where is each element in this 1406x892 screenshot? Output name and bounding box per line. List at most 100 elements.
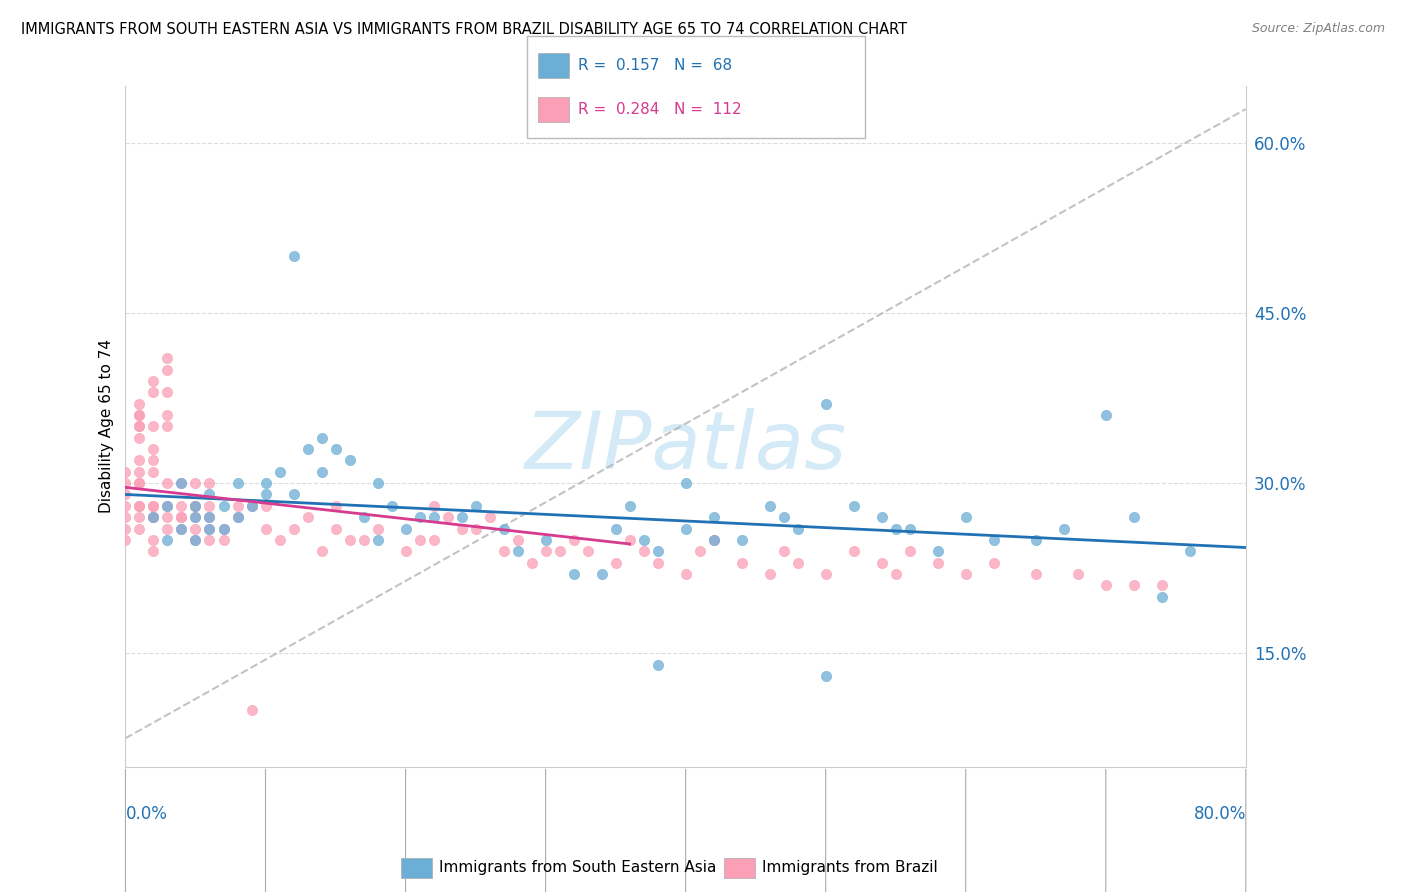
Point xyxy=(114,465,136,479)
Point xyxy=(297,442,319,457)
Point xyxy=(562,533,585,547)
Point xyxy=(576,544,599,558)
Point xyxy=(184,533,207,547)
Point xyxy=(506,533,529,547)
Point xyxy=(156,408,179,422)
Text: R =  0.157   N =  68: R = 0.157 N = 68 xyxy=(578,58,733,72)
Point xyxy=(254,476,277,491)
Point xyxy=(1122,578,1144,592)
Point xyxy=(184,476,207,491)
Point xyxy=(114,510,136,524)
Point xyxy=(128,419,150,434)
Point xyxy=(367,476,389,491)
Point xyxy=(1122,510,1144,524)
Point xyxy=(128,510,150,524)
Text: 0.0%: 0.0% xyxy=(125,805,167,823)
Point xyxy=(254,522,277,536)
Point xyxy=(633,533,655,547)
Point xyxy=(380,499,402,513)
Point xyxy=(870,556,893,570)
Point xyxy=(212,499,235,513)
Point xyxy=(325,442,347,457)
Point xyxy=(226,499,249,513)
Point xyxy=(156,510,179,524)
Point xyxy=(353,510,375,524)
Point xyxy=(436,510,458,524)
Point xyxy=(128,453,150,467)
Point xyxy=(884,522,907,536)
Point xyxy=(142,499,165,513)
Point xyxy=(212,522,235,536)
Point xyxy=(128,499,150,513)
Point xyxy=(353,533,375,547)
Point xyxy=(983,556,1005,570)
Text: 80.0%: 80.0% xyxy=(1194,805,1246,823)
Text: R =  0.284   N =  112: R = 0.284 N = 112 xyxy=(578,103,741,117)
Point xyxy=(703,533,725,547)
Text: Immigrants from Brazil: Immigrants from Brazil xyxy=(762,861,938,875)
Point xyxy=(198,522,221,536)
Point xyxy=(142,419,165,434)
Text: ZIPatlas: ZIPatlas xyxy=(524,408,846,486)
Point xyxy=(184,522,207,536)
Text: Immigrants from South Eastern Asia: Immigrants from South Eastern Asia xyxy=(439,861,716,875)
Point xyxy=(772,510,794,524)
Point xyxy=(142,510,165,524)
Point xyxy=(786,556,808,570)
Point xyxy=(142,533,165,547)
Point xyxy=(142,453,165,467)
Point xyxy=(1150,578,1173,592)
Point xyxy=(689,544,711,558)
Point xyxy=(184,510,207,524)
Point xyxy=(492,522,515,536)
Point xyxy=(927,556,949,570)
Point xyxy=(367,522,389,536)
Point xyxy=(283,249,305,263)
Point xyxy=(675,566,697,581)
Point xyxy=(1025,533,1047,547)
Point xyxy=(591,566,613,581)
Point xyxy=(142,544,165,558)
Point xyxy=(605,556,627,570)
Point xyxy=(128,465,150,479)
Point xyxy=(647,657,669,672)
Text: IMMIGRANTS FROM SOUTH EASTERN ASIA VS IMMIGRANTS FROM BRAZIL DISABILITY AGE 65 T: IMMIGRANTS FROM SOUTH EASTERN ASIA VS IM… xyxy=(21,22,907,37)
Point xyxy=(198,510,221,524)
Point xyxy=(240,499,263,513)
Point xyxy=(114,476,136,491)
Point xyxy=(269,533,291,547)
Point xyxy=(283,487,305,501)
Point xyxy=(1025,566,1047,581)
Point xyxy=(450,510,472,524)
Point xyxy=(786,522,808,536)
Point xyxy=(408,510,430,524)
Point xyxy=(758,499,780,513)
Point xyxy=(170,522,193,536)
Point xyxy=(156,385,179,400)
Point xyxy=(450,522,472,536)
Point xyxy=(142,510,165,524)
Point xyxy=(254,499,277,513)
Point xyxy=(464,499,486,513)
Point xyxy=(1067,566,1090,581)
Point xyxy=(170,522,193,536)
Point xyxy=(114,533,136,547)
Point xyxy=(156,499,179,513)
Point xyxy=(367,533,389,547)
Point xyxy=(226,510,249,524)
Point xyxy=(422,510,444,524)
Point xyxy=(170,510,193,524)
Point xyxy=(422,499,444,513)
Point xyxy=(156,351,179,366)
Point xyxy=(184,499,207,513)
Point xyxy=(226,476,249,491)
Point xyxy=(297,510,319,524)
Point xyxy=(170,510,193,524)
Point xyxy=(184,533,207,547)
Point xyxy=(156,363,179,377)
Point xyxy=(156,499,179,513)
Point xyxy=(870,510,893,524)
Point xyxy=(534,544,557,558)
Point xyxy=(128,397,150,411)
Point xyxy=(422,533,444,547)
